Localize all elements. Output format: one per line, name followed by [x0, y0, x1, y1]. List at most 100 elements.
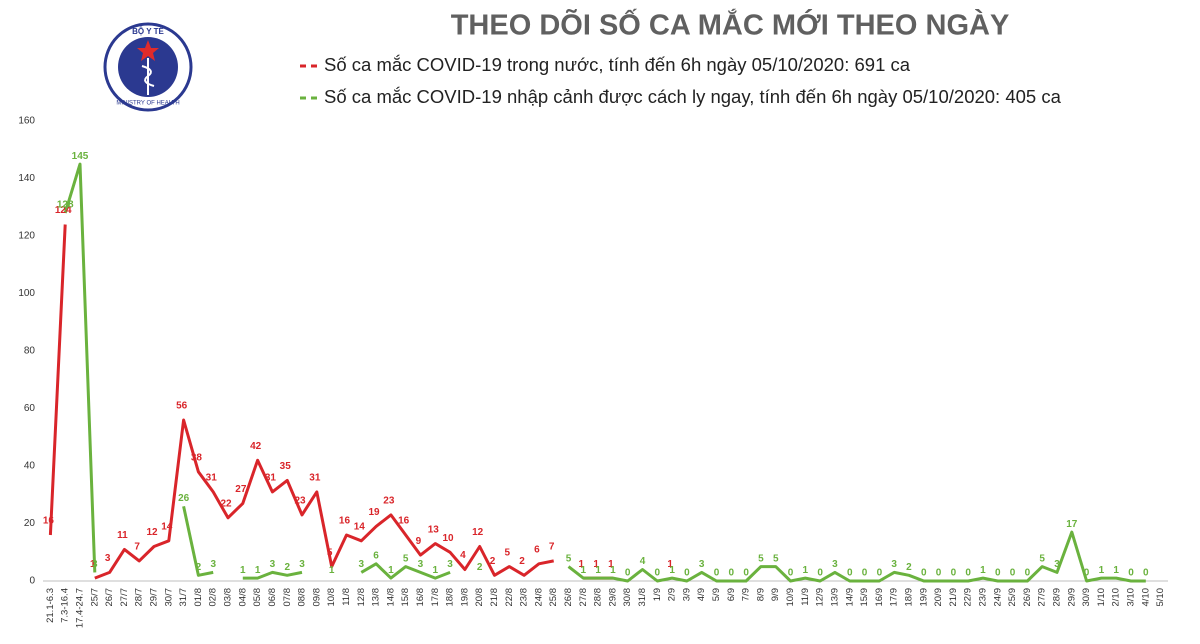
data-label: 0 [847, 568, 853, 579]
x-tick-label: 01/8 [193, 588, 204, 607]
data-label: 17 [1066, 519, 1078, 530]
data-label: 1 [581, 565, 587, 576]
x-tick-label: 26/8 [563, 588, 574, 607]
data-label: 5 [758, 553, 764, 564]
legend-label: Số ca mắc COVID-19 trong nước, tính đến … [324, 54, 911, 75]
data-label: 3 [418, 559, 424, 570]
data-label: 1 [240, 565, 246, 576]
data-label: 0 [817, 568, 823, 579]
x-tick-label: 5/10 [1155, 588, 1166, 607]
x-tick-label: 23/9 [977, 588, 988, 607]
data-label: 0 [1143, 568, 1149, 579]
data-label: 22 [220, 498, 232, 509]
data-label: 1 [1099, 565, 1105, 576]
data-label: 1 [432, 565, 438, 576]
x-tick-label: 29/9 [1066, 588, 1077, 607]
x-tick-label: 25/7 [89, 588, 100, 607]
data-label: 16 [339, 516, 351, 527]
data-label: 3 [832, 559, 838, 570]
x-tick-label: 19/8 [459, 588, 470, 607]
x-tick-label: 20/8 [474, 588, 485, 607]
x-tick-label: 21/8 [489, 588, 500, 607]
logo: BỘ Y TẾ MINISTRY OF HEALTH [103, 22, 193, 112]
x-tick-label: 5/9 [711, 588, 722, 601]
data-label: 3 [699, 559, 705, 570]
data-label: 2 [477, 562, 483, 573]
data-label: 1 [255, 565, 261, 576]
data-label: 2 [490, 556, 496, 567]
x-tick-label: 30/8 [622, 588, 633, 607]
data-label: 12 [472, 527, 484, 538]
data-label: 19 [368, 507, 380, 518]
logo-bottom-text: MINISTRY OF HEALTH [116, 101, 179, 107]
data-label: 5 [773, 553, 779, 564]
x-tick-label: 6/9 [726, 588, 737, 601]
data-label: 0 [862, 568, 868, 579]
data-label: 12 [146, 527, 158, 538]
data-label: 2 [906, 562, 912, 573]
data-label: 7 [134, 542, 140, 553]
x-tick-label: 03/8 [223, 588, 234, 607]
data-label: 35 [280, 461, 292, 472]
x-tick-label: 11/9 [800, 588, 811, 606]
chart-title: THEO DÕI SỐ CA MẮC MỚI THEO NGÀY [451, 8, 1010, 42]
data-label: 16 [43, 516, 55, 527]
logo-top-text: BỘ Y TẾ [132, 26, 164, 36]
y-tick-label: 0 [29, 576, 35, 587]
x-tick-label: 23/8 [519, 588, 530, 607]
x-tick-label: 12/9 [815, 588, 826, 607]
x-tick-label: 17/9 [889, 588, 900, 607]
data-label: 5 [566, 553, 572, 564]
data-label: 14 [354, 521, 366, 532]
data-label: 23 [383, 496, 395, 507]
data-label: 10 [443, 533, 455, 544]
x-tick-label: 31/8 [637, 588, 648, 607]
data-label: 2 [284, 562, 290, 573]
data-label: 0 [729, 568, 735, 579]
data-label: 5 [1039, 553, 1045, 564]
data-label: 0 [625, 568, 631, 579]
x-tick-label: 4/10 [1140, 588, 1151, 607]
data-label: 1 [388, 565, 394, 576]
data-label: 1 [90, 559, 96, 570]
x-tick-label: 22/9 [963, 588, 974, 607]
data-label: 3 [891, 559, 897, 570]
data-label: 2 [519, 556, 525, 567]
x-tick-label: 14/9 [844, 588, 855, 607]
data-label: 3 [358, 559, 364, 570]
data-label: 3 [92, 559, 98, 570]
x-tick-label: 1/9 [652, 588, 663, 601]
data-label: 0 [714, 568, 720, 579]
x-tick-label: 21/9 [948, 588, 959, 607]
data-label: 124 [55, 205, 72, 216]
x-tick-label: 02/8 [208, 588, 219, 607]
x-tick-label: 28/7 [134, 588, 145, 607]
x-tick-label: 28/9 [1051, 588, 1062, 607]
x-tick-label: 26/9 [1022, 588, 1033, 607]
data-label: 3 [105, 553, 111, 564]
x-tick-label: 4/9 [696, 588, 707, 601]
data-label: 145 [72, 151, 89, 162]
data-label: 0 [995, 568, 1001, 579]
x-tick-label: 21.1-6.3 [45, 588, 56, 623]
data-label: 1 [667, 559, 673, 570]
data-label: 38 [191, 452, 203, 463]
y-tick-label: 160 [18, 116, 35, 127]
y-tick-label: 60 [24, 403, 36, 414]
x-tick-label: 17.4-24.7 [75, 588, 86, 628]
data-label: 11 [117, 530, 128, 541]
x-tick-label: 07/8 [282, 588, 293, 607]
x-tick-label: 10/8 [326, 588, 337, 607]
data-label: 1 [980, 565, 986, 576]
x-tick-label: 17/8 [430, 588, 441, 607]
data-label: 9 [416, 536, 422, 547]
data-label: 23 [294, 496, 306, 507]
x-tick-label: 24/8 [533, 588, 544, 607]
x-tick-label: 20/9 [933, 588, 944, 607]
data-label: 1 [669, 565, 675, 576]
data-label: 3 [270, 559, 276, 570]
x-tick-label: 27/7 [119, 588, 130, 607]
x-tick-label: 9/9 [770, 588, 781, 601]
data-label: 4 [460, 550, 466, 561]
